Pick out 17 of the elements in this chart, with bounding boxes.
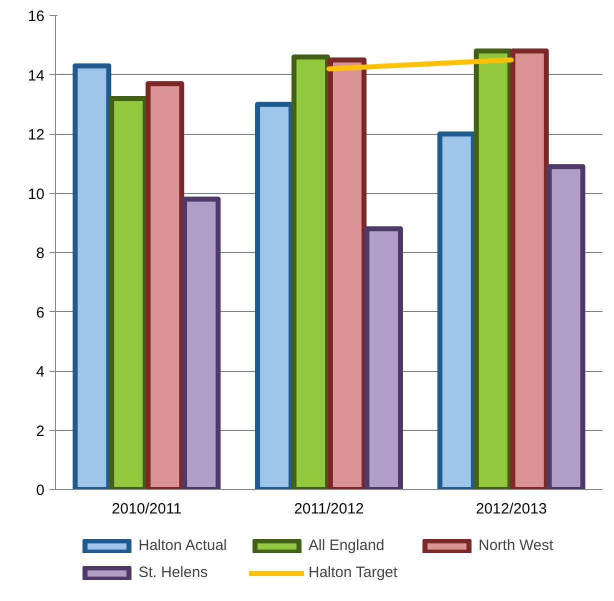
y-tick-label: 6 (36, 304, 44, 322)
y-tick-label: 0 (36, 482, 44, 499)
y-tick-label: 12 (28, 126, 45, 144)
legend-label: Halton Target (308, 564, 398, 581)
y-tick-label: 10 (28, 186, 45, 203)
y-tick-label: 8 (36, 245, 44, 262)
x-tick-label: 2011/2012 (294, 500, 364, 518)
legend-label: Halton Actual (138, 537, 228, 554)
legend-label: All England (308, 537, 386, 554)
y-tick-label: 16 (28, 8, 45, 25)
y-tick-label: 2 (36, 422, 44, 440)
legend-label: North West (478, 537, 554, 554)
x-tick-label: 2010/2011 (112, 500, 182, 518)
y-tick-label: 4 (36, 364, 44, 380)
x-tick-label: 2012/2013 (476, 500, 547, 518)
legend-label: St. Helens (138, 564, 209, 581)
y-tick-label: 14 (28, 67, 45, 84)
